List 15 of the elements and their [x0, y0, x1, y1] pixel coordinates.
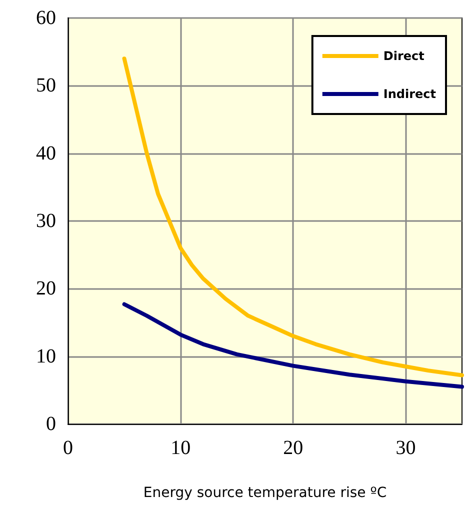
x-tick-label: 30 [396, 437, 416, 459]
y-tick-label: 10 [36, 345, 56, 368]
legend-label: Indirect [383, 87, 436, 101]
x-axis-title: Energy source temperature rise ºC [143, 485, 387, 501]
x-tick-label: 0 [63, 437, 73, 459]
legend-label: Direct [383, 49, 425, 63]
y-tick-label: 0 [46, 413, 56, 435]
y-tick-label: 20 [36, 278, 56, 300]
x-tick-label: 10 [170, 437, 191, 459]
x-tick-label: 20 [283, 437, 304, 459]
y-tick-label: 50 [36, 74, 56, 97]
y-tick-label: 60 [36, 7, 56, 29]
y-tick-label: 30 [36, 210, 56, 232]
y-tick-label: 40 [36, 142, 56, 164]
line-series [122, 302, 464, 389]
